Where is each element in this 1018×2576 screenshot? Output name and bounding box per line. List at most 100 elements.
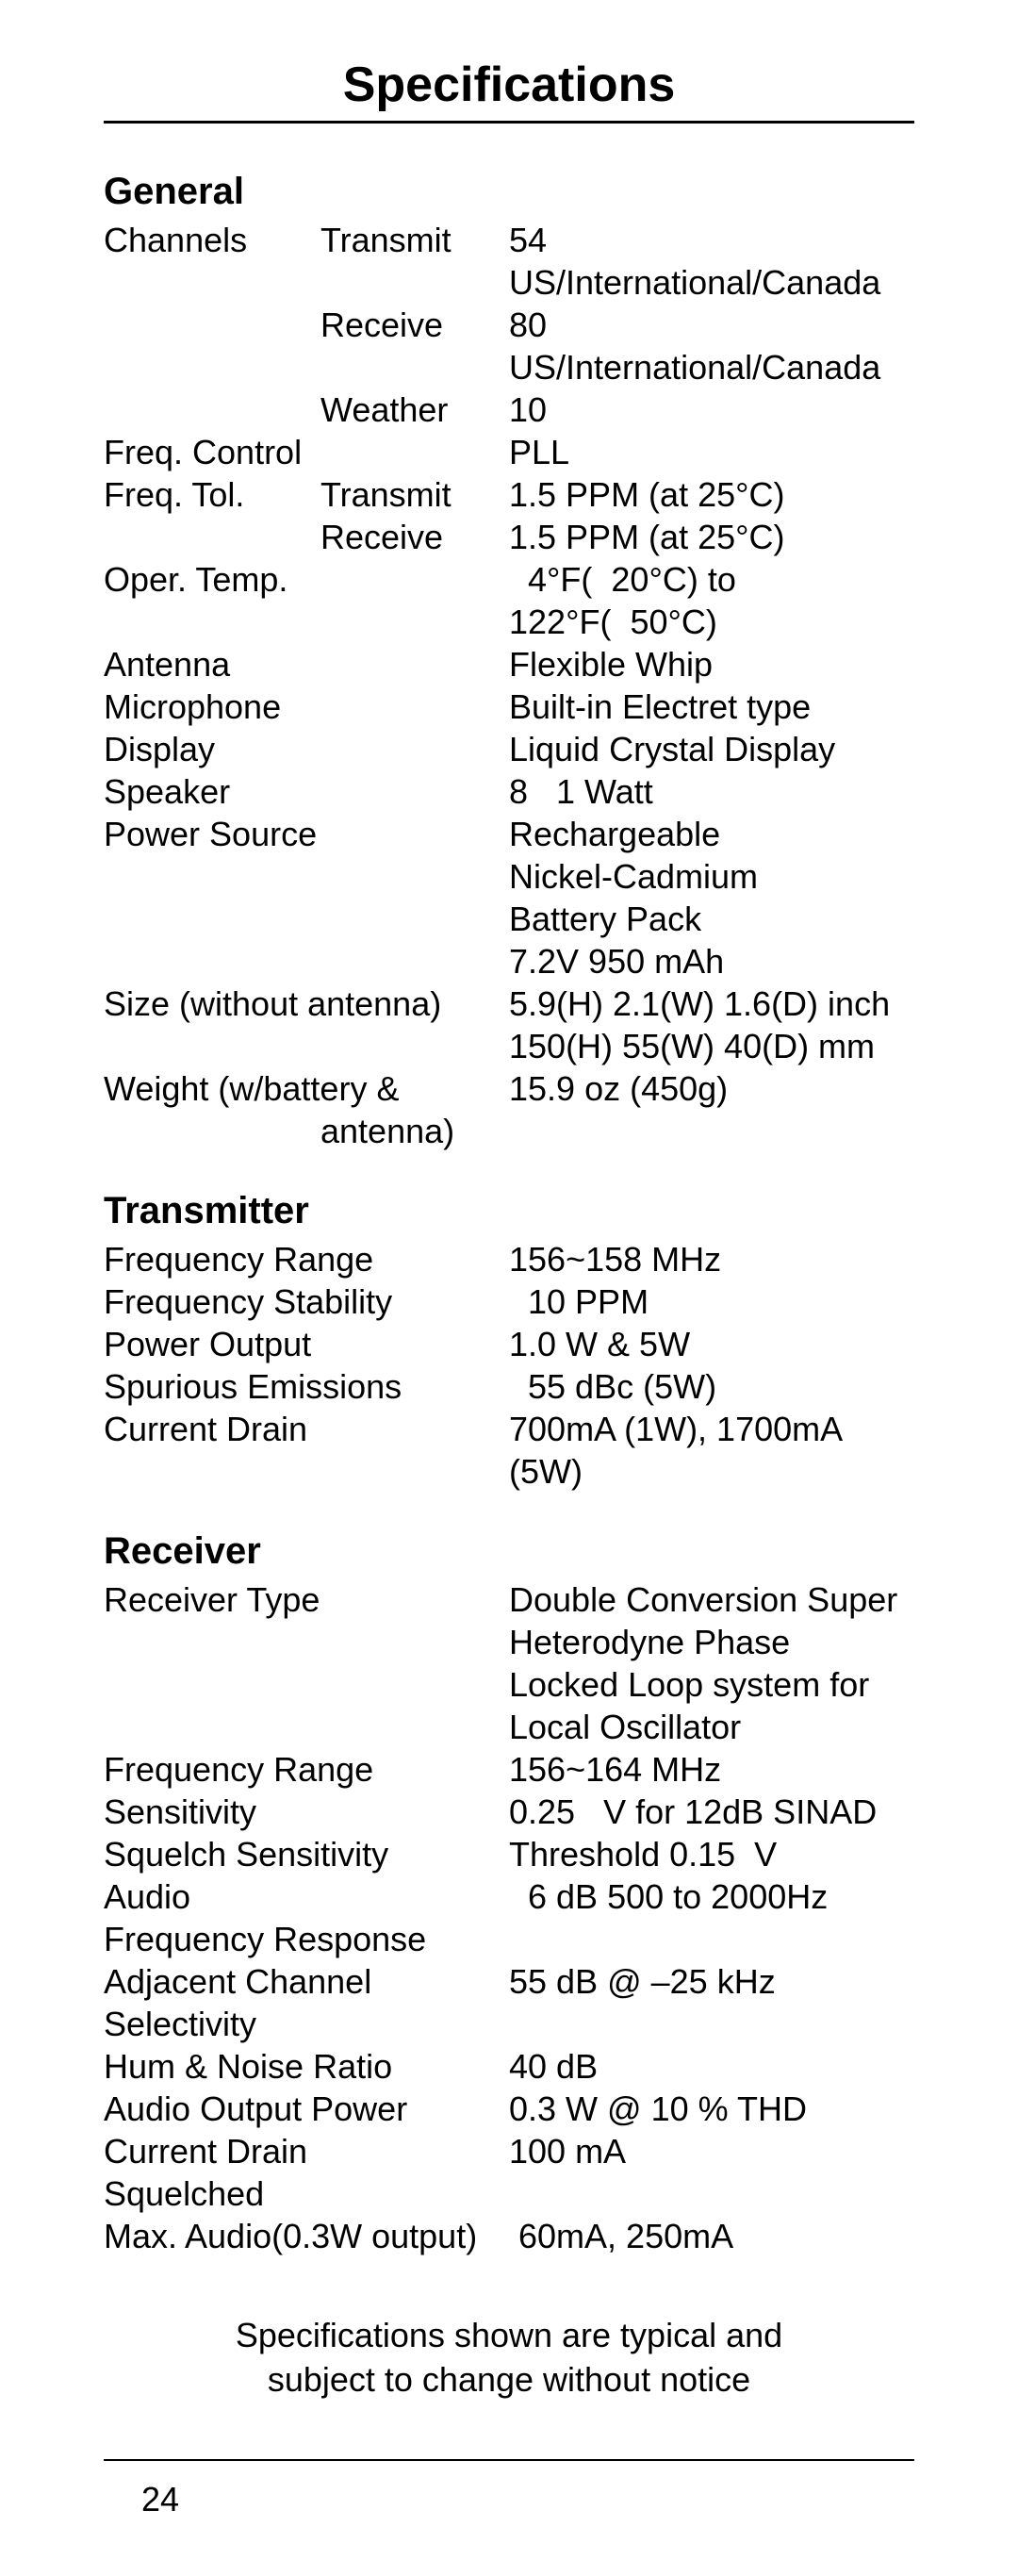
spec-label: Squelch Sensitivity	[104, 1833, 509, 1875]
spec-sublabel: Transmit	[320, 219, 509, 304]
spec-row: 7.2V 950 mAh	[104, 940, 914, 983]
spec-row: Local Oscillator	[104, 1706, 914, 1748]
spec-label: Receiver Type	[104, 1578, 509, 1621]
spec-value: PLL	[509, 431, 914, 473]
spec-label: Microphone	[104, 685, 509, 728]
spec-value: 4°F( 20°C) to	[509, 558, 914, 601]
spec-row: Locked Loop system for	[104, 1663, 914, 1706]
spec-row: Sensitivity 0.25 V for 12dB SINAD	[104, 1791, 914, 1833]
spec-row: Spurious Emissions 55 dBc (5W)	[104, 1365, 914, 1408]
spec-value: 40 dB	[509, 2045, 914, 2088]
spec-row: Weather 10	[104, 388, 914, 431]
spec-value: 700mA (1W), 1700mA (5W)	[509, 1408, 914, 1493]
spec-value: 10	[509, 388, 914, 431]
spec-row: Frequency Range 156~158 MHz	[104, 1238, 914, 1280]
spec-row: Display Liquid Crystal Display	[104, 728, 914, 770]
spec-row: Channels Transmit 54 US/International/Ca…	[104, 219, 914, 304]
spec-label: Adjacent Channel	[104, 1960, 509, 2003]
spec-label: Audio Output Power	[104, 2088, 509, 2130]
spec-value: 1.0 W & 5W	[509, 1323, 914, 1365]
spec-value: 122°F( 50°C)	[509, 601, 914, 643]
spec-label: Selectivity	[104, 2003, 509, 2045]
spec-value: 0.25 V for 12dB SINAD	[509, 1791, 914, 1833]
spec-row: Audio 6 dB 500 to 2000Hz	[104, 1875, 914, 1918]
spec-label: Size (without antenna)	[104, 983, 509, 1025]
spec-label: antenna)	[104, 1110, 509, 1152]
spec-row: Power Source Rechargeable	[104, 813, 914, 855]
section-heading-receiver: Receiver	[104, 1530, 914, 1573]
spec-value: 80 US/International/Canada	[509, 304, 914, 388]
section-heading-transmitter: Transmitter	[104, 1190, 914, 1232]
spec-row: antenna)	[104, 1110, 914, 1152]
footer-line: Specifications shown are typical and	[104, 2314, 914, 2358]
spec-row: Max. Audio(0.3W output) 60mA, 250mA	[104, 2215, 914, 2257]
spec-label: Frequency Range	[104, 1238, 509, 1280]
spec-row: Receive 1.5 PPM (at 25°C)	[104, 516, 914, 558]
spec-label: Current Drain	[104, 1408, 509, 1493]
spec-value: 55 dB @ –25 kHz	[509, 1960, 914, 2003]
spec-row: Nickel-Cadmium	[104, 855, 914, 898]
spec-value: 100 mA	[509, 2130, 914, 2172]
spec-value: Heterodyne Phase	[509, 1621, 914, 1663]
spec-row: Microphone Built-in Electret type	[104, 685, 914, 728]
spec-row: Adjacent Channel 55 dB @ –25 kHz	[104, 1960, 914, 2003]
spec-value: 55 dBc (5W)	[509, 1365, 914, 1408]
spec-row: Freq. Control PLL	[104, 431, 914, 473]
spec-value: 156~164 MHz	[509, 1748, 914, 1791]
spec-row: Freq. Tol. Transmit 1.5 PPM (at 25°C)	[104, 473, 914, 516]
spec-value: Nickel-Cadmium	[509, 855, 914, 898]
spec-value: 1.5 PPM (at 25°C)	[509, 473, 914, 516]
spec-label: Max. Audio(0.3W output)	[104, 2215, 518, 2257]
spec-label: Freq. Control	[104, 431, 509, 473]
spec-value: 1.5 PPM (at 25°C)	[509, 516, 914, 558]
spec-label: Speaker	[104, 770, 509, 813]
spec-row: Heterodyne Phase	[104, 1621, 914, 1663]
page-title: Specifications	[104, 57, 914, 124]
footer-note: Specifications shown are typical and sub…	[104, 2314, 914, 2403]
spec-label: Power Output	[104, 1323, 509, 1365]
spec-row: Selectivity	[104, 2003, 914, 2045]
spec-row: 150(H) 55(W) 40(D) mm	[104, 1025, 914, 1067]
spec-label: Frequency Stability	[104, 1280, 509, 1323]
spec-value: 8 1 Watt	[509, 770, 914, 813]
spec-label: Channels	[104, 219, 320, 304]
spec-sublabel: Transmit	[320, 473, 509, 516]
spec-value: Double Conversion Super	[509, 1578, 914, 1621]
spec-label: Weight (w/battery &	[104, 1067, 509, 1110]
spec-row: Squelch Sensitivity Threshold 0.15 V	[104, 1833, 914, 1875]
spec-row: Hum & Noise Ratio 40 dB	[104, 2045, 914, 2088]
spec-sublabel: Weather	[320, 388, 509, 431]
spec-row: Receive 80 US/International/Canada	[104, 304, 914, 388]
page-number: 24	[104, 2480, 914, 2519]
spec-label: Antenna	[104, 643, 509, 685]
spec-value: 7.2V 950 mAh	[509, 940, 914, 983]
spec-value: 15.9 oz (450g)	[509, 1067, 914, 1110]
spec-sublabel: Receive	[320, 304, 509, 388]
spec-row: Frequency Response	[104, 1918, 914, 1960]
spec-row: Frequency Range 156~164 MHz	[104, 1748, 914, 1791]
spec-value: 6 dB 500 to 2000Hz	[509, 1875, 914, 1918]
spec-value: 10 PPM	[509, 1280, 914, 1323]
spec-row: Frequency Stability 10 PPM	[104, 1280, 914, 1323]
spec-label: Current Drain	[104, 2130, 509, 2172]
spec-value: Threshold 0.15 V	[509, 1833, 914, 1875]
spec-row: Receiver Type Double Conversion Super	[104, 1578, 914, 1621]
spec-sublabel: Receive	[320, 516, 509, 558]
spec-value: 156~158 MHz	[509, 1238, 914, 1280]
spec-label: Display	[104, 728, 509, 770]
spec-label: Hum & Noise Ratio	[104, 2045, 509, 2088]
spec-row: Antenna Flexible Whip	[104, 643, 914, 685]
horizontal-rule	[104, 2459, 914, 2461]
spec-row: 122°F( 50°C)	[104, 601, 914, 643]
spec-value: Liquid Crystal Display	[509, 728, 914, 770]
spec-value: Built-in Electret type	[509, 685, 914, 728]
spec-value: Locked Loop system for	[509, 1663, 914, 1706]
spec-row: Weight (w/battery & 15.9 oz (450g)	[104, 1067, 914, 1110]
spec-value: 150(H) 55(W) 40(D) mm	[509, 1025, 914, 1067]
spec-label: Spurious Emissions	[104, 1365, 509, 1408]
spec-label: Frequency Range	[104, 1748, 509, 1791]
spec-row: Speaker 8 1 Watt	[104, 770, 914, 813]
spec-row: Power Output 1.0 W & 5W	[104, 1323, 914, 1365]
spec-label: Squelched	[104, 2172, 509, 2215]
section-heading-general: General	[104, 171, 914, 213]
